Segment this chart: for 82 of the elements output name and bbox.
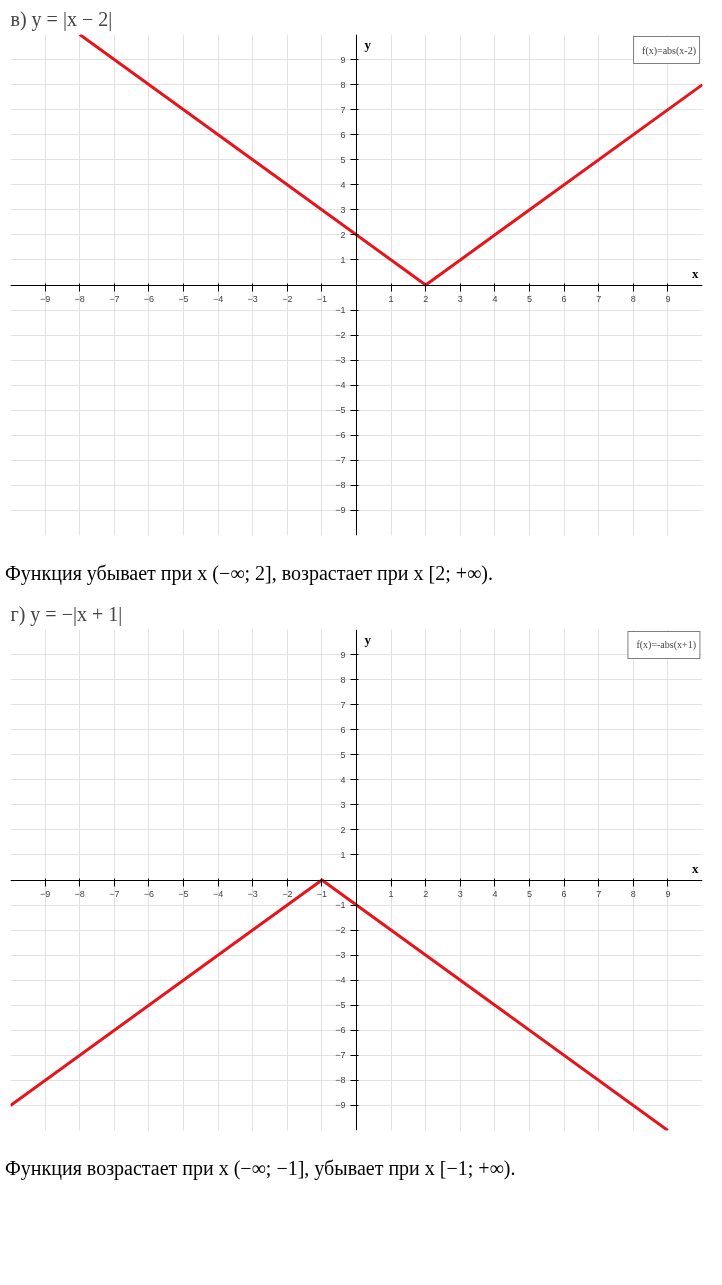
y-tick-label: −6 [335, 430, 346, 441]
x-tick-label: −7 [109, 888, 120, 899]
x-tick-label: −1 [316, 294, 328, 304]
y-tick-label: −6 [335, 1024, 346, 1035]
x-tick-label: −2 [282, 294, 293, 304]
y-tick-label: 4 [340, 179, 346, 190]
y-tick-label: 1 [340, 254, 346, 265]
y-tick-label: −8 [335, 1074, 346, 1085]
y-tick-label: −1 [335, 899, 346, 910]
x-tick-label: 4 [492, 294, 498, 304]
y-tick-label: −3 [335, 949, 346, 960]
x-tick-label: 7 [596, 294, 602, 304]
x-tick-label: −6 [143, 294, 155, 304]
text: Функция убывает при x (−∞; 2], возрастает при x [2; +∞). [5, 561, 493, 587]
y-tick-label: −5 [335, 405, 346, 416]
x-tick-label: −6 [143, 888, 155, 899]
y-tick-label: 2 [340, 229, 346, 240]
x-tick-label: −4 [212, 888, 224, 899]
x-tick-label: −4 [212, 294, 224, 304]
y-tick-label: 8 [340, 674, 346, 685]
x-tick-label: −8 [74, 294, 85, 304]
chart-title: г) y = −|x + 1| [10, 602, 123, 626]
y-tick-label: 1 [340, 849, 346, 860]
x-tick-label: 2 [423, 294, 429, 304]
y-tick-label: 3 [340, 799, 346, 810]
x-axis-title: x [692, 266, 699, 281]
x-tick-label: 5 [527, 294, 533, 304]
x-tick-label: 1 [388, 294, 394, 304]
y-tick-label: 4 [340, 774, 346, 785]
x-tick-label: 3 [457, 888, 463, 899]
y-tick-label: −1 [335, 305, 346, 316]
x-tick-label: 8 [630, 294, 636, 304]
y-tick-label: −4 [335, 974, 346, 985]
y-tick-label: −2 [335, 924, 346, 935]
x-tick-label: 7 [596, 888, 602, 899]
y-axis-title: y [364, 631, 372, 647]
y-tick-label: 5 [340, 154, 346, 165]
text: f(x)=abs(x-2) [642, 44, 696, 56]
y-tick-label: 7 [340, 104, 346, 115]
y-tick-label: 6 [340, 129, 346, 140]
y-tick-label: 8 [340, 79, 346, 90]
y-tick-label: −9 [335, 1100, 346, 1111]
y-tick-label: 6 [340, 724, 346, 735]
x-tick-label: −3 [247, 294, 258, 304]
text: f(x)=-abs(x+1) [636, 639, 696, 651]
x-tick-label: −1 [316, 888, 328, 899]
x-tick-label: 8 [630, 888, 636, 899]
y-tick-label: −2 [335, 330, 346, 341]
x-tick-label: −8 [74, 888, 85, 899]
y-tick-label: 9 [340, 54, 346, 65]
x-tick-label: −3 [247, 888, 258, 899]
y-tick-label: −4 [335, 380, 346, 391]
x-tick-label: −9 [39, 888, 51, 899]
x-axis-title: x [692, 860, 699, 876]
x-tick-label: 2 [423, 888, 429, 899]
y-tick-label: −3 [335, 355, 346, 366]
y-tick-label: 9 [340, 649, 346, 660]
y-axis-title: y [364, 36, 372, 52]
x-tick-label: −5 [178, 888, 189, 899]
text: Функция возрастает при x (−∞; −1], убывает при x [−1; +∞). [5, 1155, 516, 1182]
x-tick-label: 4 [492, 888, 498, 899]
x-tick-label: 6 [561, 888, 567, 899]
x-tick-label: −5 [178, 294, 189, 304]
chart-title: в) y = |x − 2| [10, 7, 113, 31]
x-tick-label: 3 [457, 294, 463, 304]
x-tick-label: 6 [561, 294, 567, 304]
y-tick-label: −5 [335, 999, 346, 1010]
y-tick-label: −7 [335, 1049, 346, 1060]
x-tick-label: −9 [39, 294, 51, 304]
y-tick-label: −9 [335, 505, 346, 516]
y-tick-label: −8 [335, 480, 346, 491]
y-tick-label: 5 [340, 749, 346, 760]
x-tick-label: −2 [282, 888, 293, 899]
y-tick-label: 7 [340, 699, 346, 710]
x-tick-label: −7 [109, 294, 120, 304]
x-tick-label: 1 [388, 888, 394, 899]
y-tick-label: 2 [340, 824, 346, 835]
y-tick-label: 3 [340, 204, 346, 215]
y-tick-label: −7 [335, 455, 346, 466]
x-tick-label: 5 [527, 888, 533, 899]
x-tick-label: 9 [665, 294, 671, 304]
x-tick-label: 9 [665, 888, 671, 899]
